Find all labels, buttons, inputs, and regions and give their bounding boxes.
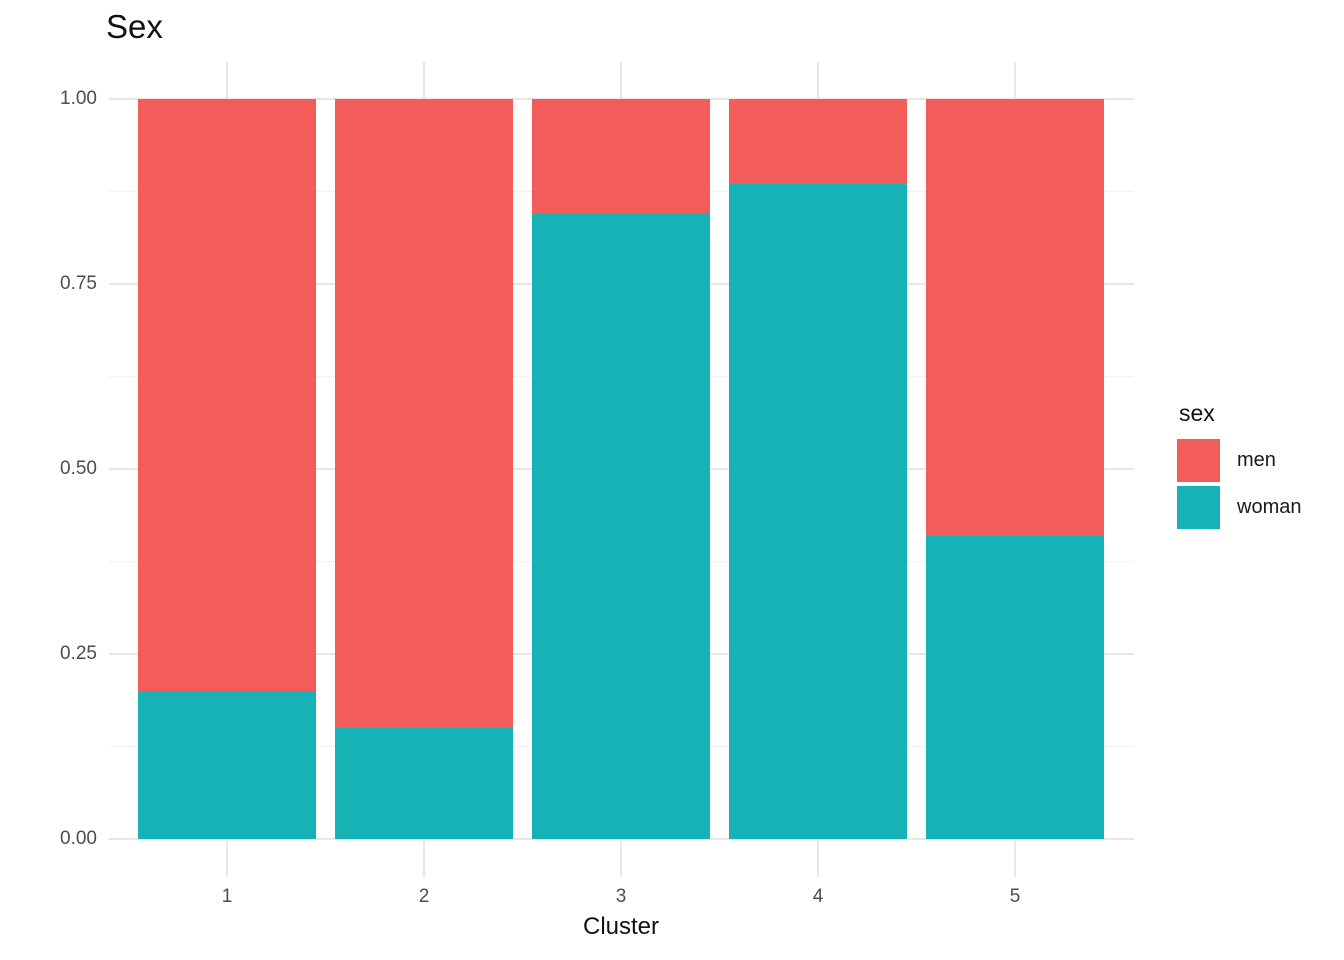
legend-entry-men: men <box>1177 439 1337 482</box>
legend-rows: men woman <box>1177 439 1337 529</box>
plot-panel <box>109 62 1134 877</box>
bar-segment-woman-cluster-3 <box>532 213 710 839</box>
x-tick-label: 2 <box>418 886 430 907</box>
x-tick-label: 4 <box>812 886 824 907</box>
legend-title: sex <box>1179 400 1215 426</box>
y-tick-label: 0.25 <box>60 643 97 664</box>
bar-segment-men-cluster-4 <box>729 99 907 185</box>
bar-segment-men-cluster-5 <box>926 99 1104 536</box>
legend-key-woman <box>1177 486 1220 529</box>
x-axis-title: Cluster <box>582 913 660 940</box>
bar-segment-men-cluster-1 <box>138 99 316 691</box>
legend-key-men <box>1177 439 1220 482</box>
bar-segment-men-cluster-3 <box>532 99 710 214</box>
y-tick-label: 0.50 <box>60 458 97 479</box>
x-tick-label: 1 <box>221 886 233 907</box>
bar-segment-woman-cluster-2 <box>335 728 513 839</box>
y-tick-label: 1.00 <box>60 88 97 109</box>
legend-label: men <box>1237 449 1276 471</box>
x-tick-label: 5 <box>1009 886 1021 907</box>
bar-segment-woman-cluster-5 <box>926 535 1104 839</box>
legend-label: woman <box>1237 496 1302 518</box>
bar-segment-woman-cluster-4 <box>729 184 907 839</box>
y-tick-label: 0.75 <box>60 273 97 294</box>
legend-entry-woman: woman <box>1177 486 1337 529</box>
y-tick-label: 0.00 <box>60 828 97 849</box>
x-tick-label: 3 <box>615 886 627 907</box>
bar-segment-men-cluster-2 <box>335 99 513 728</box>
chart-title: Sex <box>106 8 163 45</box>
legend: sex men woman <box>1177 400 1337 533</box>
bar-segment-woman-cluster-1 <box>138 691 316 839</box>
